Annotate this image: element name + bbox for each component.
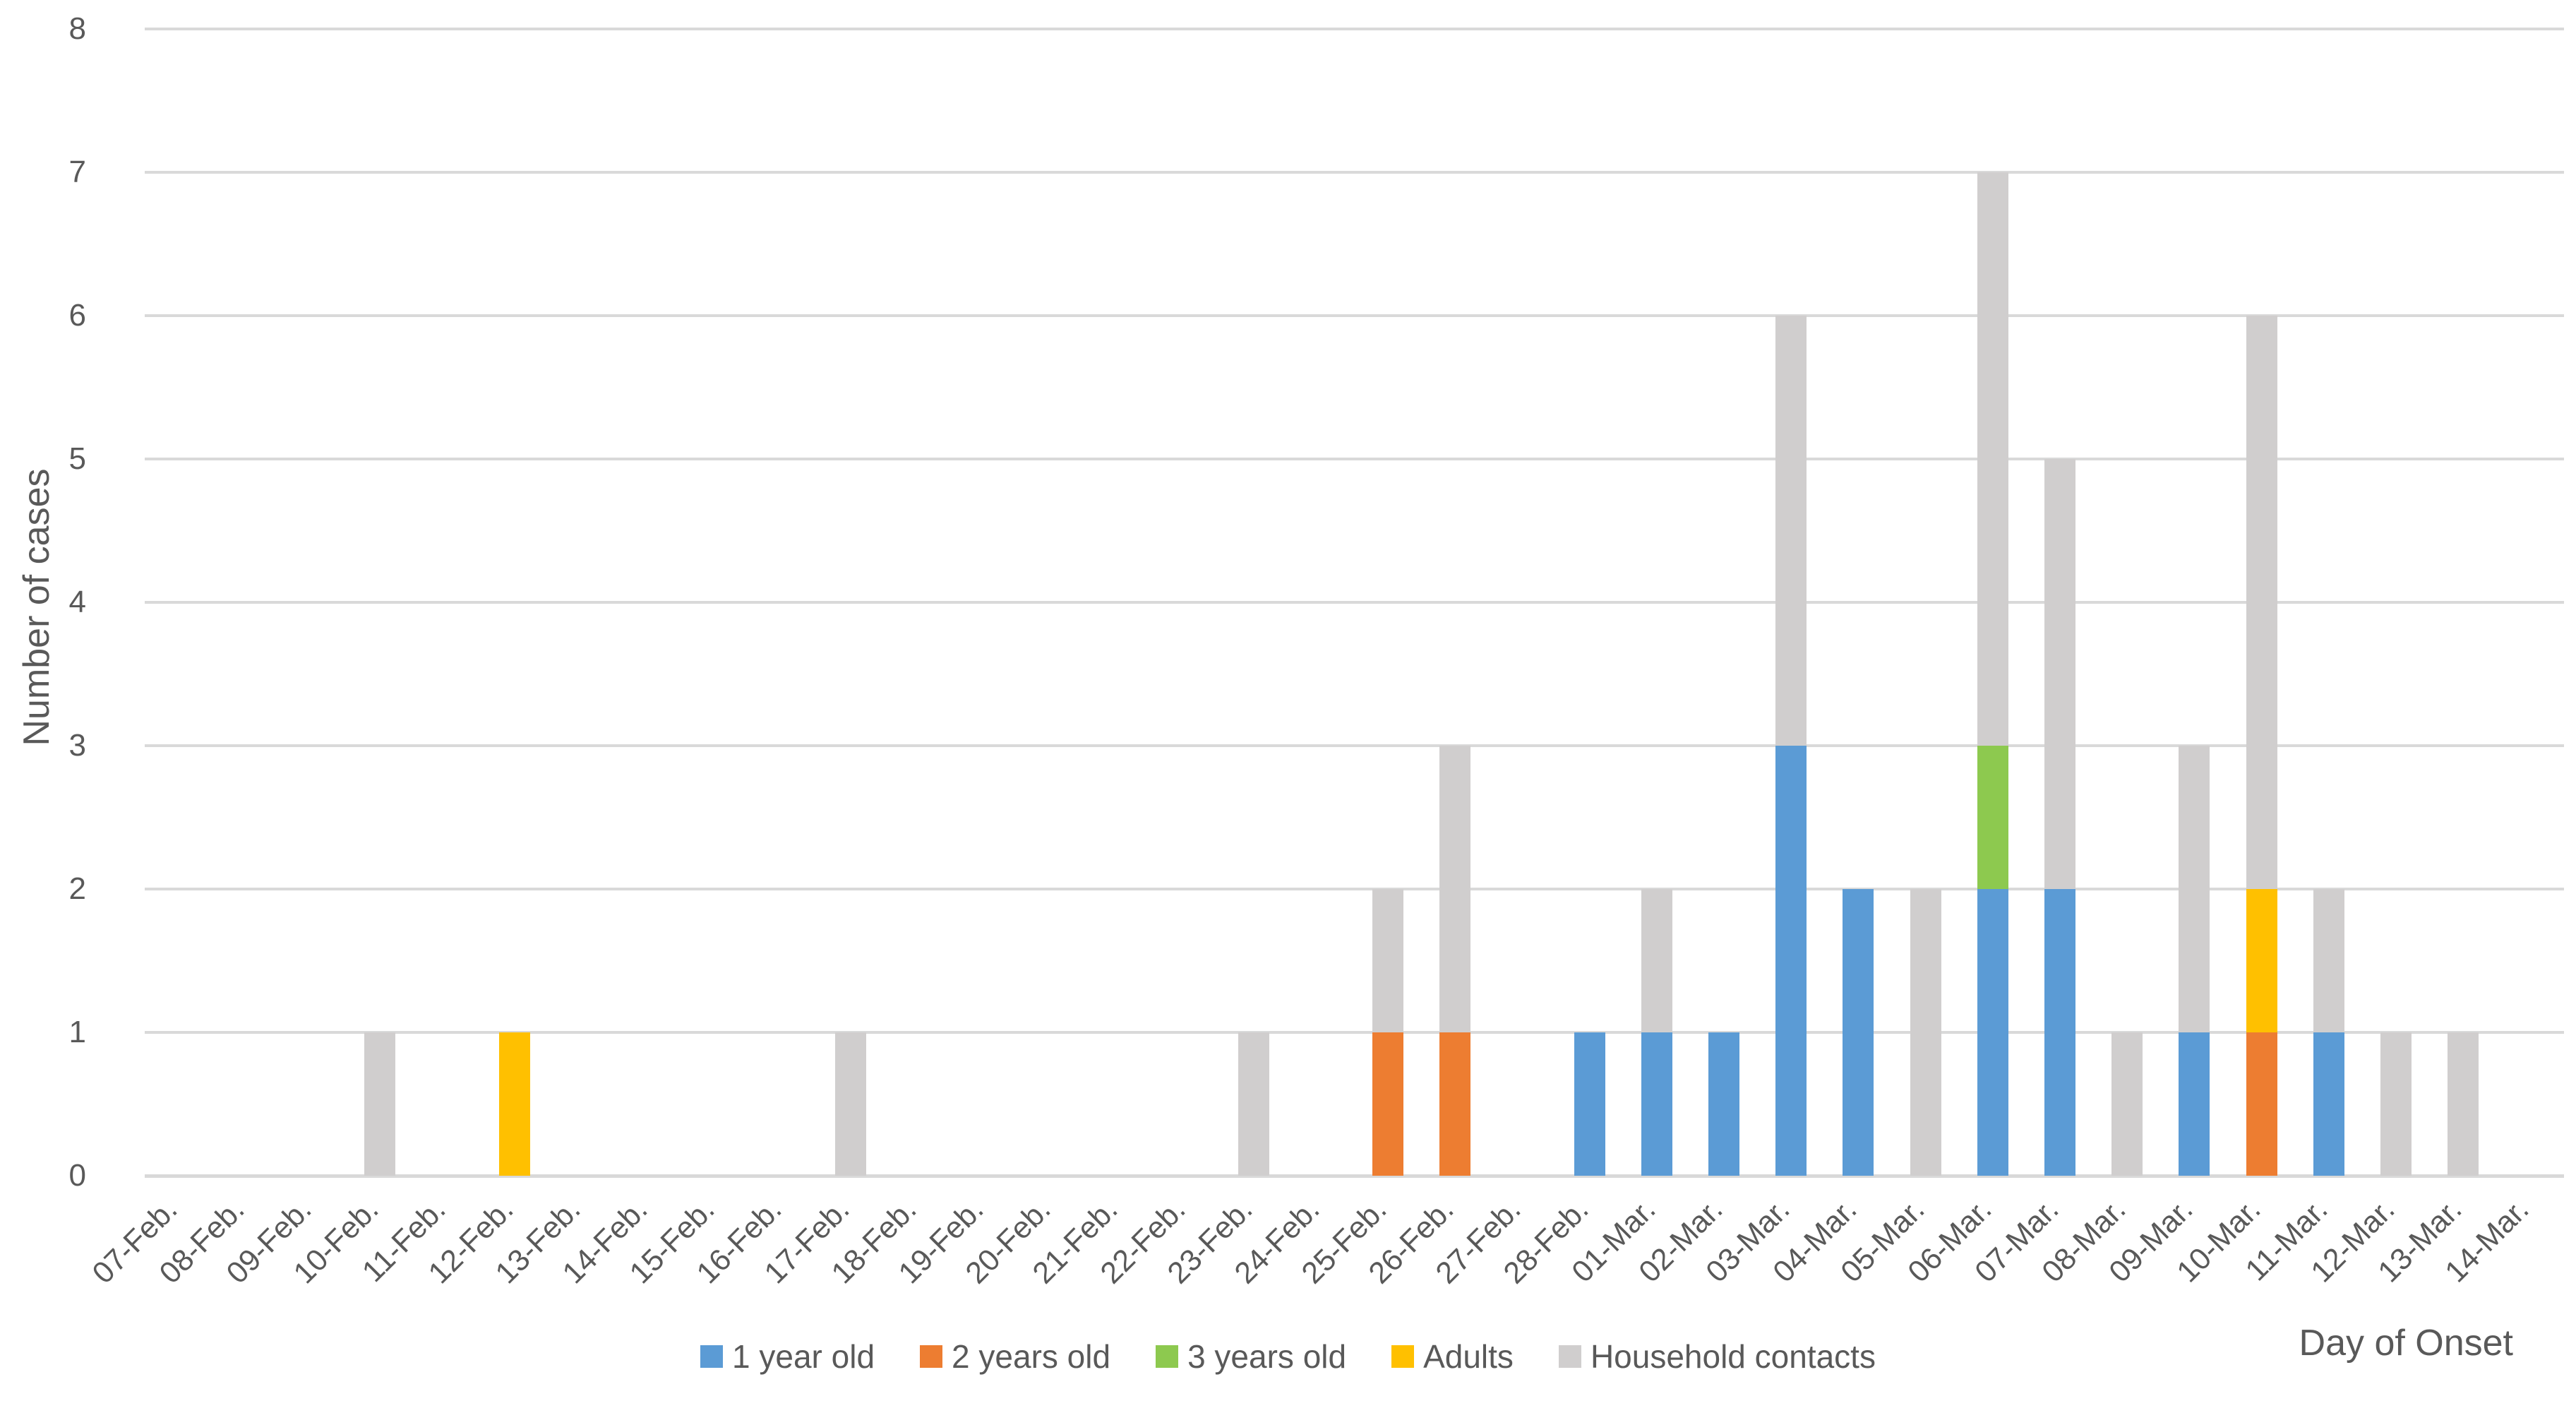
bar-segment-household-contacts — [2179, 746, 2210, 1032]
gridline — [145, 1031, 2564, 1034]
bar-segment-adults — [2246, 889, 2277, 1032]
y-tick-label: 6 — [68, 298, 86, 333]
gridline — [145, 601, 2564, 604]
bar-segment-household-contacts — [1977, 172, 2008, 746]
legend-item-adults: Adults — [1391, 1337, 1514, 1376]
legend-item-1-year-old: 1 year old — [700, 1337, 875, 1376]
bar-segment-1-year-old — [1641, 1032, 1672, 1176]
bar-segment-2-years-old — [1372, 1032, 1404, 1176]
y-tick-label: 1 — [68, 1015, 86, 1049]
legend-label-1-year-old: 1 year old — [732, 1338, 875, 1375]
gridline — [145, 888, 2564, 890]
gridline — [145, 28, 2564, 30]
bar-segment-household-contacts — [2246, 316, 2277, 889]
bar-segment-household-contacts — [1910, 889, 1941, 1176]
legend-swatch-2-years-old — [920, 1345, 943, 1368]
bar-segment-1-year-old — [1843, 889, 1874, 1176]
legend-label-2-years-old: 2 years old — [952, 1338, 1111, 1375]
legend: 1 year old 2 years old 3 years old Adults Ho… — [0, 1337, 2576, 1376]
legend-item-3-years-old: 3 years old — [1156, 1337, 1346, 1376]
y-tick-label: 8 — [68, 11, 86, 46]
bar-segment-1-year-old — [1775, 746, 1807, 1176]
bar-segment-3-years-old — [1977, 746, 2008, 889]
legend-swatch-household-contacts — [1558, 1345, 1581, 1368]
gridline — [145, 171, 2564, 174]
y-tick-label: 5 — [68, 441, 86, 476]
legend-item-2-years-old: 2 years old — [920, 1337, 1110, 1376]
bar-segment-household-contacts — [1439, 746, 1471, 1032]
legend-swatch-1-year-old — [700, 1345, 724, 1368]
legend-label-adults: Adults — [1423, 1338, 1514, 1375]
bar-segment-1-year-old — [1574, 1032, 1605, 1176]
y-tick-label: 7 — [68, 155, 86, 189]
bar-segment-2-years-old — [1439, 1032, 1471, 1176]
bar-segment-1-year-old — [1977, 889, 2008, 1176]
bar-segment-1-year-old — [2313, 1032, 2344, 1176]
legend-label-household-contacts: Household contacts — [1590, 1338, 1876, 1375]
bar-segment-household-contacts — [1641, 889, 1672, 1032]
bar-segment-household-contacts — [2380, 1032, 2412, 1176]
bar-segment-1-year-old — [2179, 1032, 2210, 1176]
gridline — [145, 314, 2564, 317]
bar-segment-2-years-old — [2246, 1032, 2277, 1176]
bar-segment-household-contacts — [364, 1032, 396, 1176]
bar-segment-household-contacts — [2313, 889, 2344, 1032]
bar-segment-1-year-old — [1708, 1032, 1740, 1176]
gridline — [145, 458, 2564, 460]
bar-segment-household-contacts — [1238, 1032, 1269, 1176]
bar-segment-household-contacts — [1372, 889, 1404, 1032]
bar-segment-household-contacts — [834, 1032, 866, 1176]
bar-segment-adults — [498, 1032, 530, 1176]
y-tick-label: 0 — [68, 1158, 86, 1193]
legend-item-household-contacts: Household contacts — [1558, 1337, 1876, 1376]
bar-segment-1-year-old — [2044, 889, 2076, 1176]
legend-swatch-adults — [1391, 1345, 1415, 1368]
bar-segment-household-contacts — [2448, 1032, 2479, 1176]
legend-swatch-3-years-old — [1156, 1345, 1179, 1368]
y-tick-label: 3 — [68, 728, 86, 763]
y-tick-label: 4 — [68, 585, 86, 619]
gridline — [145, 744, 2564, 747]
x-axis-title: Day of Onset — [2299, 1323, 2513, 1364]
bar-segment-household-contacts — [2111, 1032, 2143, 1176]
legend-label-3-years-old: 3 years old — [1187, 1338, 1347, 1375]
bar-segment-household-contacts — [2044, 459, 2076, 889]
y-tick-label: 2 — [68, 871, 86, 906]
x-axis-line — [145, 1174, 2564, 1178]
bar-segment-household-contacts — [1775, 316, 1807, 746]
